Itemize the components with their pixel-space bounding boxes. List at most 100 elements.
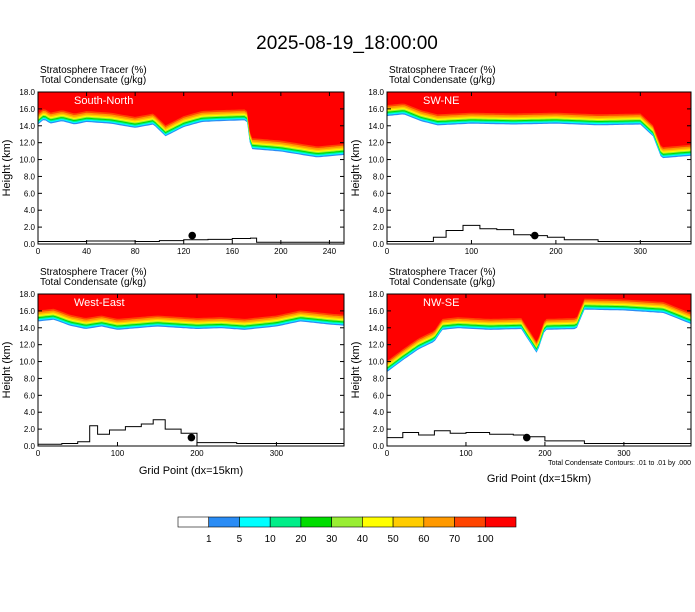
y-tick-label: 0.0 xyxy=(24,240,36,249)
colorbar-label: 10 xyxy=(265,534,277,545)
y-tick-label: 12.0 xyxy=(19,341,35,350)
y-tick-label: 6.0 xyxy=(24,391,36,400)
panel-name-label: SW-NE xyxy=(423,95,459,107)
location-marker xyxy=(522,433,531,442)
x-tick-label: 200 xyxy=(538,449,552,458)
x-tick-label: 100 xyxy=(465,247,479,256)
y-tick-label: 14.0 xyxy=(19,324,35,333)
colorbar-label: 60 xyxy=(418,534,430,545)
x-tick-label: 300 xyxy=(270,449,284,458)
y-tick-label: 2.0 xyxy=(24,223,36,232)
y-tick-label: 12.0 xyxy=(368,341,384,350)
y-tick-label: 4.0 xyxy=(24,408,36,417)
y-tick-label: 18.0 xyxy=(368,88,384,97)
panel-sw-ne: Stratosphere Tracer (%)Total Condensate … xyxy=(350,65,692,256)
panel-name-label: NW-SE xyxy=(423,297,459,309)
colorbar-swatch xyxy=(269,516,302,528)
x-tick-label: 200 xyxy=(549,247,563,256)
panel-name-label: South-North xyxy=(74,95,133,107)
y-tick-label: 0.0 xyxy=(24,442,36,451)
y-tick-label: 10.0 xyxy=(19,358,35,367)
y-tick-label: 2.0 xyxy=(373,425,385,434)
y-tick-label: 16.0 xyxy=(19,307,35,316)
colorbar-swatch xyxy=(239,516,271,528)
figure-title: 2025-08-19_18:00:00 xyxy=(256,33,438,54)
y-tick-label: 8.0 xyxy=(373,374,385,383)
y-tick-label: 10.0 xyxy=(368,358,384,367)
colorbar-swatch xyxy=(423,516,455,528)
colorbar-swatch xyxy=(208,516,240,528)
y-tick-label: 12.0 xyxy=(368,139,384,148)
panel-south-north: Stratosphere Tracer (%)Total Condensate … xyxy=(1,65,345,256)
y-tick-label: 8.0 xyxy=(24,172,36,181)
location-marker xyxy=(187,433,196,442)
panel-name-label: West-East xyxy=(74,297,125,309)
y-tick-label: 6.0 xyxy=(373,391,385,400)
tracer-field-label: Stratosphere Tracer (%) xyxy=(389,65,496,76)
y-tick-label: 10.0 xyxy=(19,156,35,165)
colorbar-swatch xyxy=(300,516,332,528)
x-tick-label: 0 xyxy=(385,247,390,256)
y-axis-label: Height (km) xyxy=(1,342,13,399)
x-tick-label: 240 xyxy=(323,247,337,256)
colorbar-swatch xyxy=(454,516,486,528)
y-tick-label: 8.0 xyxy=(24,374,36,383)
colorbar-swatch xyxy=(177,516,210,528)
x-tick-label: 160 xyxy=(226,247,240,256)
x-tick-label: 80 xyxy=(131,247,140,256)
tracer-core xyxy=(38,92,344,147)
y-tick-label: 18.0 xyxy=(19,290,35,299)
x-tick-label: 40 xyxy=(82,247,91,256)
colorbar-swatch xyxy=(392,516,425,528)
tracer-field-label: Stratosphere Tracer (%) xyxy=(40,65,147,76)
y-tick-label: 14.0 xyxy=(368,324,384,333)
x-axis-label: Grid Point (dx=15km) xyxy=(139,465,243,477)
x-tick-label: 300 xyxy=(634,247,648,256)
y-axis-label: Height (km) xyxy=(350,140,362,197)
contour-note: Total Condensate Contours: .01 to .01 by… xyxy=(548,460,691,467)
x-tick-label: 100 xyxy=(459,449,473,458)
tracer-field-label: Stratosphere Tracer (%) xyxy=(389,267,496,278)
condensate-field-label: Total Condensate (g/kg) xyxy=(389,75,495,86)
colorbar: 1 5 10 20 30 40 50 60 70 100 xyxy=(177,516,517,545)
x-tick-label: 200 xyxy=(274,247,288,256)
x-tick-label: 200 xyxy=(190,449,204,458)
y-tick-label: 8.0 xyxy=(373,172,385,181)
y-tick-label: 4.0 xyxy=(373,206,385,215)
y-tick-label: 2.0 xyxy=(24,425,36,434)
panel-group: Stratosphere Tracer (%)Total Condensate … xyxy=(1,65,692,485)
condensate-field-label: Total Condensate (g/kg) xyxy=(389,277,495,288)
y-tick-label: 6.0 xyxy=(24,189,36,198)
x-axis-label: Grid Point (dx=15km) xyxy=(487,473,591,485)
colorbar-swatch xyxy=(331,516,363,528)
y-tick-label: 14.0 xyxy=(19,122,35,131)
x-tick-label: 100 xyxy=(111,449,125,458)
y-tick-label: 16.0 xyxy=(368,105,384,114)
tracer-core xyxy=(387,294,691,362)
y-tick-label: 18.0 xyxy=(19,88,35,97)
colorbar-label: 5 xyxy=(237,534,243,545)
panel-nw-se: Stratosphere Tracer (%)Total Condensate … xyxy=(350,267,692,485)
y-tick-label: 0.0 xyxy=(373,240,385,249)
tracer-field-label: Stratosphere Tracer (%) xyxy=(40,267,147,278)
location-marker xyxy=(530,231,539,240)
terrain-line xyxy=(387,224,692,243)
colorbar-label: 70 xyxy=(449,534,461,545)
colorbar-label: 20 xyxy=(295,534,307,545)
y-axis-label: Height (km) xyxy=(350,342,362,399)
plot-frame xyxy=(386,293,692,447)
y-tick-label: 4.0 xyxy=(24,206,36,215)
y-tick-label: 10.0 xyxy=(368,156,384,165)
terrain-line xyxy=(38,419,345,445)
y-tick-label: 14.0 xyxy=(368,122,384,131)
x-tick-label: 300 xyxy=(617,449,631,458)
colorbar-label: 100 xyxy=(477,534,494,545)
plot-frame xyxy=(386,91,692,245)
colorbar-swatch xyxy=(484,516,517,528)
y-tick-label: 2.0 xyxy=(373,223,385,232)
location-marker xyxy=(188,231,197,240)
y-tick-label: 0.0 xyxy=(373,442,385,451)
condensate-field-label: Total Condensate (g/kg) xyxy=(40,75,146,86)
y-tick-label: 6.0 xyxy=(373,189,385,198)
